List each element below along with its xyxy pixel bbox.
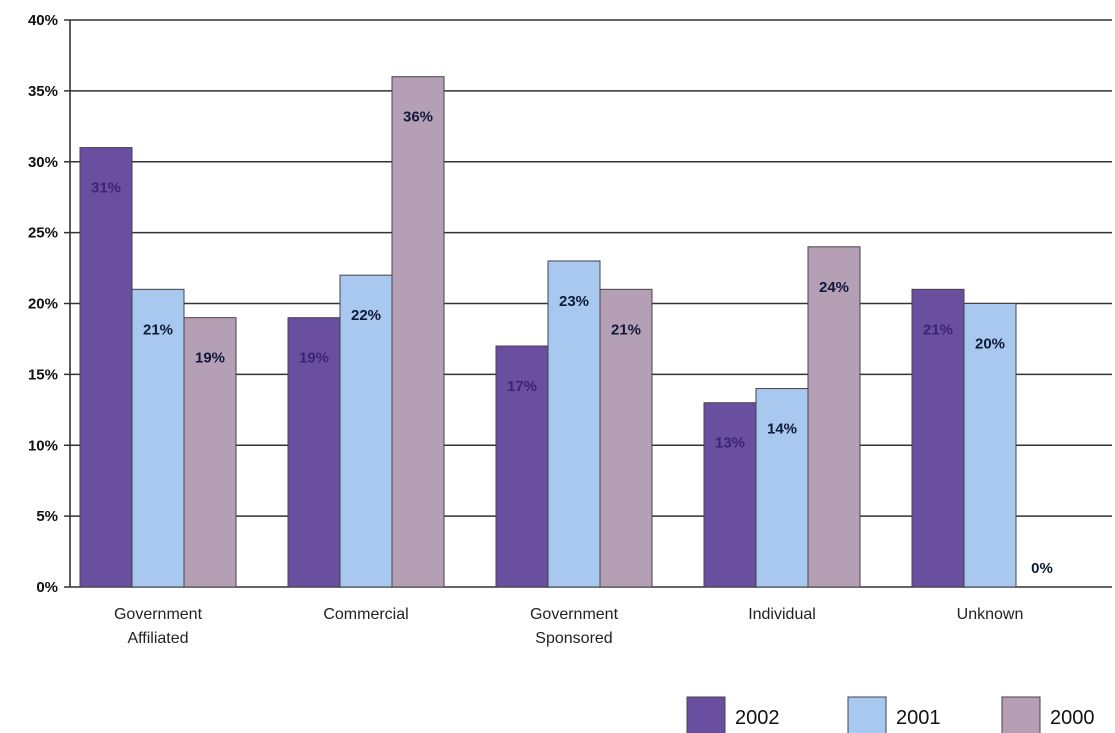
bar-2001 <box>131 288 185 588</box>
bar-2001 <box>547 260 601 588</box>
y-tick-label: 20% <box>28 296 58 313</box>
y-tick-label: 25% <box>28 225 58 242</box>
bar-2000 <box>599 288 653 588</box>
data-label: 24% <box>819 279 849 296</box>
data-label: 23% <box>559 293 589 310</box>
data-label: 19% <box>195 350 225 367</box>
data-labels: 31% 21% 19% 19% 22% 36% 17% 23% 21% 13% 14% 24% 21% 2… <box>91 109 1053 577</box>
data-label: 36% <box>403 109 433 126</box>
bar-2002 <box>911 288 965 588</box>
legend-label-2000: 2000 <box>1050 707 1095 729</box>
bar-2002 <box>495 345 549 588</box>
data-label: 13% <box>715 435 745 452</box>
bar-2000 <box>183 317 237 588</box>
x-category-label: Unknown <box>957 606 1024 623</box>
x-category-label: Affiliated <box>127 630 188 647</box>
bar-2001 <box>339 274 393 588</box>
data-label: 21% <box>923 321 953 338</box>
y-tick-label: 0% <box>36 579 58 596</box>
x-category-label: Commercial <box>323 606 408 623</box>
data-label: 14% <box>767 421 797 438</box>
data-label: 19% <box>299 350 329 367</box>
bar-2002 <box>287 317 341 588</box>
legend-label-2001: 2001 <box>896 707 941 729</box>
data-label: 31% <box>91 180 121 197</box>
y-tick-label: 30% <box>28 154 58 171</box>
data-label: 17% <box>507 378 537 395</box>
legend: 2002 2001 2000 <box>686 696 1095 733</box>
x-category-label: Individual <box>748 606 816 623</box>
data-label: 21% <box>611 321 641 338</box>
bar-2000 <box>391 76 445 588</box>
y-tick-label: 40% <box>28 12 58 29</box>
y-tick-labels: 0% 5% 10% 15% 20% 25% 30% 35% 40% <box>28 12 58 596</box>
legend-swatch-2002 <box>686 696 726 733</box>
bar-2002 <box>703 402 757 588</box>
y-tick-label: 5% <box>36 508 58 525</box>
bar-2002 <box>79 147 133 588</box>
data-label: 22% <box>351 307 381 324</box>
x-category-label: Government <box>114 606 203 623</box>
bar-2001 <box>963 303 1017 588</box>
legend-swatch-2000 <box>1001 696 1041 733</box>
data-label: 0% <box>1031 560 1053 577</box>
x-category-labels: Government Affiliated Commercial Government… <box>114 606 1023 647</box>
y-tick-label: 10% <box>28 437 58 454</box>
legend-label-2002: 2002 <box>735 707 780 729</box>
legend-swatch-2001 <box>847 696 887 733</box>
bars <box>79 76 1017 588</box>
x-category-label: Sponsored <box>535 630 612 647</box>
data-label: 21% <box>143 321 173 338</box>
y-tick-label: 15% <box>28 366 58 383</box>
y-tick-label: 35% <box>28 83 58 100</box>
data-label: 20% <box>975 336 1005 353</box>
bar-2001 <box>755 388 809 588</box>
x-category-label: Government <box>530 606 619 623</box>
bar-2000 <box>807 246 861 588</box>
